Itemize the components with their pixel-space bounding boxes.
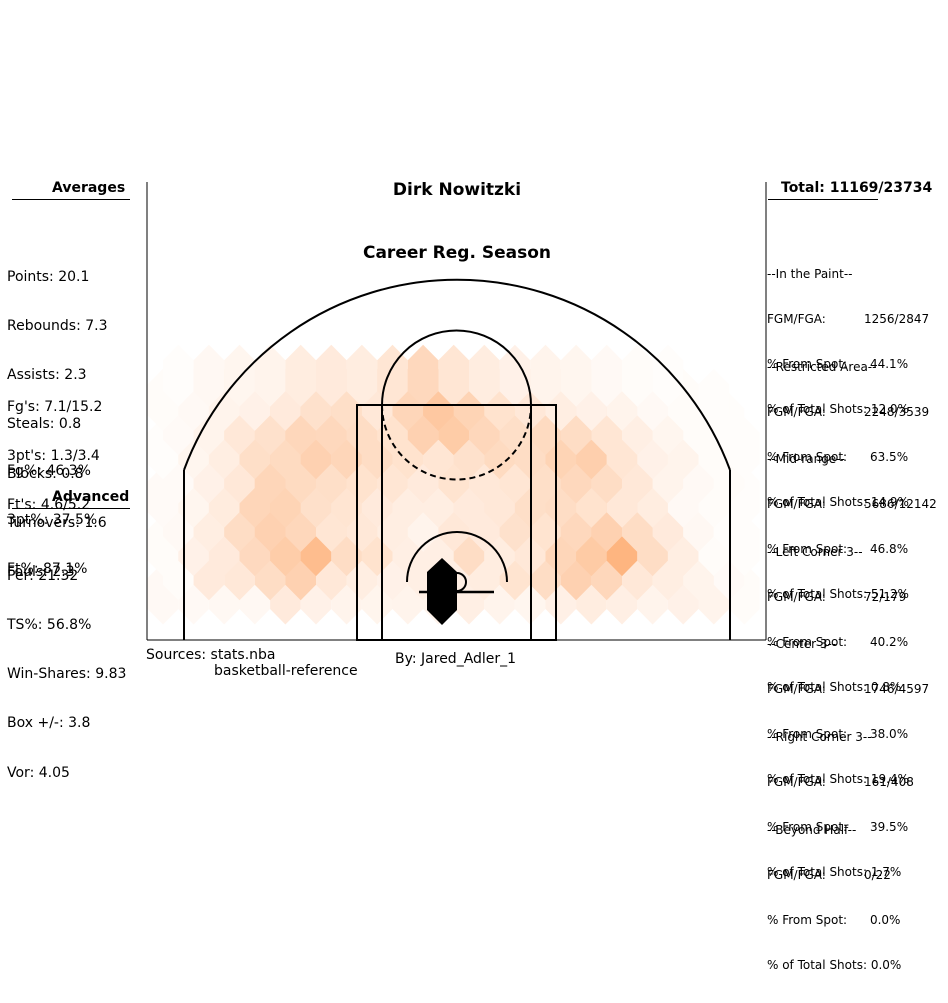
hex-bin	[254, 344, 286, 407]
stat-line: Blocks: 0.8	[7, 465, 84, 482]
zone-block: --Right Corner 3-- FGM/FGA: 161/408 % Fr…	[767, 700, 937, 879]
stat-line: Box +/-: 3.8	[7, 715, 91, 732]
stat-line: Points: 20.1	[7, 268, 90, 285]
stat-line: 3pt's: 1.3/3.4	[7, 448, 100, 465]
totals-heading: Total: 11169/23734	[781, 180, 933, 196]
zone-breakdown: --In the Paint-- FGM/FGA: 1256/2847 % Fr…	[767, 207, 937, 972]
stat-line: Steals: 0.8	[7, 416, 82, 433]
restricted-area-arc	[406, 531, 508, 583]
hex-bin	[530, 344, 561, 407]
advanced-heading: Advanced	[52, 489, 130, 505]
hex-bin	[469, 344, 500, 407]
zone-fgm-fga: FGM/FGA: 5686/12142	[767, 497, 937, 512]
hex-bin	[622, 344, 653, 407]
three-point-arc	[183, 278, 731, 471]
shot-chart	[146, 182, 767, 641]
chart-title-line2: Career Reg. Season	[362, 243, 551, 263]
stat-line: Fg's: 7.1/15.2	[7, 398, 103, 415]
hex-bin	[316, 344, 347, 407]
zone-of-total: % of Total Shots: 0.0%	[767, 957, 902, 972]
advanced-stats: Per: 21.32 TS%: 56.8% Win-Shares: 9.83 B…	[7, 535, 126, 798]
sources-line1: Sources: stats.nba	[146, 647, 276, 663]
rim-marker	[427, 558, 457, 625]
stat-line: Ft%: 87.1%	[7, 561, 88, 578]
hex-bin	[346, 344, 378, 407]
hex-bin	[591, 344, 622, 407]
zone-block: --In the Paint-- FGM/FGA: 1256/2847 % Fr…	[767, 237, 937, 416]
zone-fgm-fga: FGM/FGA: 0/22	[767, 867, 891, 882]
hex-bin	[193, 344, 225, 407]
zone-fgm-fga: FGM/FGA: 2248/3539	[767, 404, 930, 419]
paint-outer	[356, 404, 557, 641]
hex-bin	[499, 344, 531, 407]
hex-bin	[652, 344, 684, 407]
totals-rule	[768, 199, 878, 200]
zone-from-spot: % From Spot: 0.0%	[767, 912, 901, 927]
averages-shots: Fg's: 7.1/15.2 3pt's: 1.3/3.4 Ft's: 4.6/…	[7, 366, 102, 530]
advanced-rule	[12, 508, 130, 509]
averages-basic: Points: 20.1 Rebounds: 7.3 Assists: 2.3 …	[7, 236, 108, 597]
zone-fgm-fga: FGM/FGA: 72/179	[767, 589, 907, 604]
hex-bin	[285, 344, 316, 407]
sources-line2: basketball-reference	[214, 663, 358, 679]
stat-line: Ft's: 4.6/5.2	[7, 497, 91, 514]
stat-line: TS%: 56.8%	[7, 617, 92, 634]
zone-from-spot: % From Spot: 63.5%	[767, 449, 909, 464]
hex-bin	[698, 368, 730, 431]
zone-name: --Left Corner 3--	[767, 544, 863, 559]
hex-bin	[438, 344, 469, 407]
hexbin-layer	[147, 344, 760, 625]
stat-line: Per: 21.32	[7, 567, 79, 584]
court-lines	[146, 182, 767, 641]
zone-block: --Mid-range-- FGM/FGA: 5686/12142 % From…	[767, 422, 937, 601]
hex-bin	[560, 344, 592, 407]
zone-block: --Left Corner 3-- FGM/FGA: 72/179 % From…	[767, 515, 937, 694]
zone-name: --Beyond Half--	[767, 822, 857, 837]
stat-line: Fg%: 46.3%	[7, 462, 91, 479]
averages-rule	[12, 199, 130, 200]
stat-line: Rebounds: 7.3	[7, 318, 108, 335]
stat-line: Fouls: 2.3	[7, 564, 75, 581]
averages-pct: Fg%: 46.3% 3pt%: 37.5% Ft%: 87.1%	[7, 430, 97, 594]
zone-block: --Beyond Half-- FGM/FGA: 0/22 % From Spo…	[767, 793, 937, 972]
zone-name: --Center 3--	[767, 637, 837, 652]
stat-line: Assists: 2.3	[7, 367, 87, 384]
hex-bin	[377, 344, 408, 407]
zone-from-spot: % From Spot: 46.8%	[767, 542, 909, 557]
zone-name: --Mid-range--	[767, 452, 845, 467]
stat-line: Vor: 4.05	[7, 764, 70, 781]
zone-from-spot: % From Spot: 44.1%	[767, 357, 909, 371]
hex-bin	[407, 344, 439, 407]
zone-fgm-fga: FGM/FGA: 1256/2847	[767, 312, 930, 326]
zone-name: --Restricted Area--	[767, 359, 877, 374]
zone-from-spot: % From Spot: 40.2%	[767, 634, 909, 649]
zone-fgm-fga: FGM/FGA: 161/408	[767, 774, 914, 789]
stat-line: Win-Shares: 9.83	[7, 666, 127, 683]
hex-bin	[163, 344, 194, 407]
stat-line: 3pt%: 37.5%	[7, 512, 98, 529]
hex-bin	[224, 344, 255, 407]
zone-block: --Restricted Area-- FGM/FGA: 2248/3539 %…	[767, 330, 937, 509]
chart-title-line1: Dirk Nowitzki	[392, 180, 522, 200]
zone-name: --Right Corner 3--	[767, 729, 872, 744]
zone-name: --In the Paint--	[767, 267, 853, 281]
zone-fgm-fga: FGM/FGA: 1746/4597	[767, 682, 930, 697]
averages-heading: Averages	[52, 180, 126, 196]
free-throw-circle-bottom	[381, 404, 532, 481]
stat-line: Turnovers: 1.6	[7, 514, 107, 531]
chart-title: Dirk Nowitzki Career Reg. Season	[0, 138, 914, 285]
free-throw-circle-top	[381, 329, 532, 406]
byline: By: Jared_Adler_1	[395, 651, 517, 667]
